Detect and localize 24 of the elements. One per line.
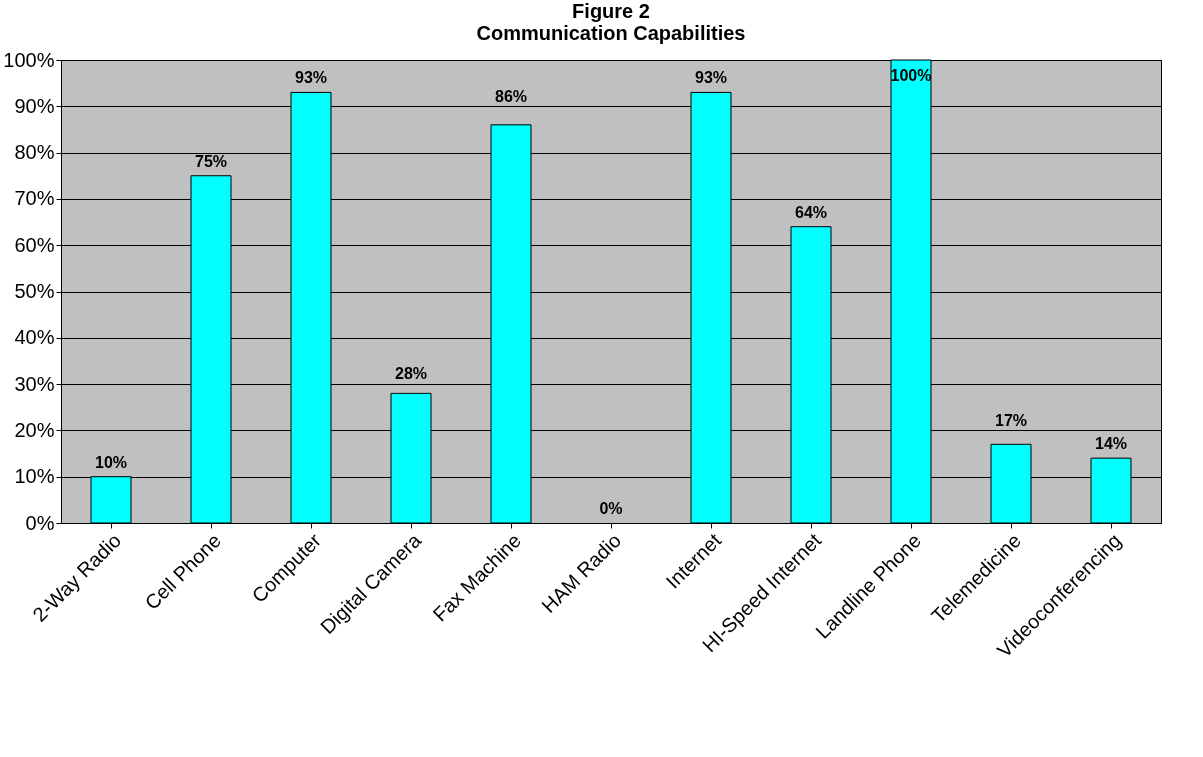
data-label: 64%: [794, 203, 828, 221]
y-tick-label: 90%: [14, 94, 55, 117]
data-label: 86%: [494, 87, 528, 105]
y-tick-label: 10%: [14, 465, 55, 488]
y-tick-label: 20%: [14, 418, 55, 441]
data-label: 10%: [94, 453, 128, 471]
y-tick-label: 100%: [3, 48, 55, 71]
y-tick-label: 30%: [14, 372, 55, 395]
y-tick-label: 80%: [14, 141, 55, 164]
data-label: 100%: [890, 67, 932, 84]
data-label: 14%: [1094, 435, 1128, 453]
y-tick-label: 50%: [14, 280, 55, 302]
data-label: 17%: [994, 412, 1028, 430]
y-tick-label: 40%: [14, 326, 55, 349]
data-label: 0%: [599, 500, 623, 517]
data-label: 75%: [194, 152, 228, 170]
data-label: 93%: [294, 69, 328, 87]
data-label: 28%: [394, 365, 428, 383]
chart-subtitle: Communication Capabilities: [476, 22, 746, 44]
data-label: 93%: [694, 69, 728, 87]
chart-title: Figure 2: [572, 0, 650, 22]
y-tick-label: 70%: [14, 187, 55, 210]
y-tick-label: 0%: [25, 511, 55, 534]
y-tick-label: 60%: [14, 233, 55, 256]
